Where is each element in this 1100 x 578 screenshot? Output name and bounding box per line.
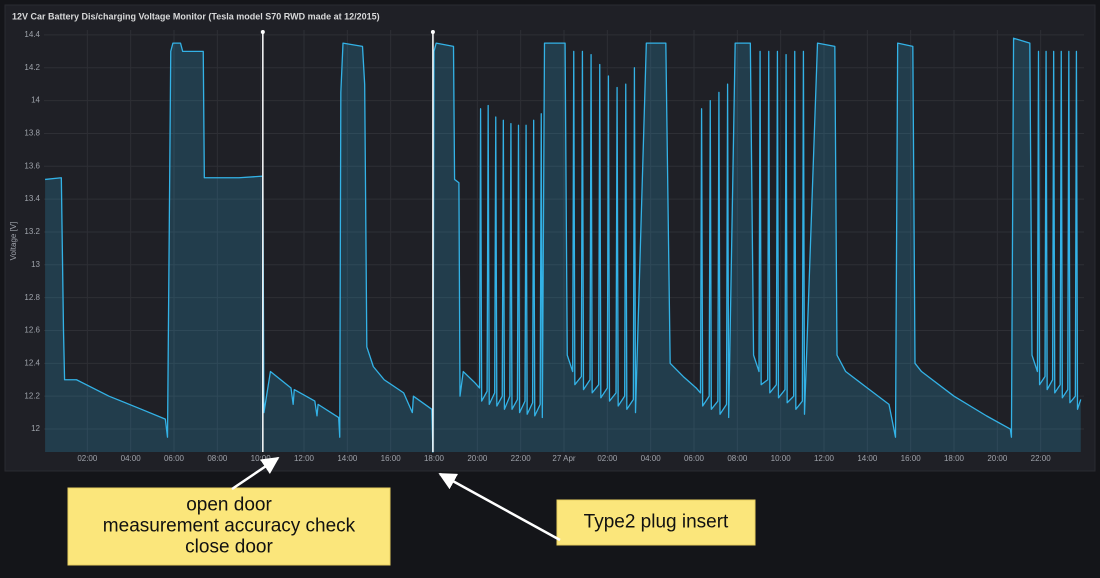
y-tick-label: 13.2: [24, 227, 40, 236]
annotation-text: Type2 plug insert: [584, 512, 729, 533]
x-tick-label: 06:00: [164, 454, 185, 463]
x-tick-label: 06:00: [684, 454, 705, 463]
x-tick-label: 12:00: [294, 454, 315, 463]
panel-title: 12V Car Battery Dis/charging Voltage Mon…: [12, 11, 380, 21]
area-fill: [45, 38, 1081, 453]
x-tick-label: 14:00: [337, 454, 358, 463]
x-tick-label: 18:00: [424, 454, 445, 463]
x-tick-label: 12:00: [814, 454, 835, 463]
x-tick-label: 04:00: [121, 454, 142, 463]
y-tick-label: 12.4: [24, 358, 40, 367]
plot: 12 12.2 12.4 12.6 12.8 13 13.2 13.4 13.6 13.8 14 14…: [24, 30, 1084, 463]
x-tick-label: 16:00: [381, 454, 402, 463]
x-tick-label: 08:00: [207, 454, 228, 463]
y-tick-label: 13.8: [24, 129, 40, 138]
y-axis-label: Voltage [V]: [9, 222, 18, 261]
x-tick-label: 22:00: [1031, 454, 1052, 463]
x-tick-label: 20:00: [467, 454, 488, 463]
x-tick-label: 27 Apr: [552, 454, 575, 463]
voltage-line: [45, 37, 1082, 453]
x-tick-label: 10:00: [771, 454, 792, 463]
annotation-marker: [430, 30, 435, 34]
y-tick-label: 14: [31, 96, 40, 105]
annotation-box: [556, 499, 756, 546]
x-tick-label: 10:00: [251, 454, 272, 463]
x-tick-label: 18:00: [944, 454, 965, 463]
annotation-arrow: [438, 472, 561, 542]
y-tick-label: 12.2: [24, 391, 40, 400]
y-tick-label: 12.8: [24, 293, 40, 302]
y-tick-label: 12.6: [24, 326, 40, 335]
x-tick-label: 16:00: [901, 454, 922, 463]
annotation-arrow: [231, 456, 280, 491]
x-tick-label: 22:00: [511, 454, 532, 463]
annotation-text: measurement accuracy check: [103, 516, 356, 537]
y-tick-label: 12: [31, 424, 40, 433]
annotation-marker: [260, 30, 265, 34]
annotation-text: open door: [186, 495, 272, 516]
x-tick-label: 14:00: [857, 454, 878, 463]
x-tick-label: 08:00: [727, 454, 748, 463]
y-tick-label: 13: [31, 260, 40, 269]
x-tick-label: 20:00: [987, 454, 1008, 463]
y-tick-label: 13.6: [24, 161, 40, 170]
x-tick-label: 02:00: [77, 454, 98, 463]
y-tick-label: 14.4: [24, 30, 40, 39]
x-tick-label: 04:00: [641, 454, 662, 463]
x-tick-label: 02:00: [597, 454, 618, 463]
y-tick-label: 13.4: [24, 194, 40, 203]
annotation-box: [67, 487, 391, 566]
annotation-text: close door: [185, 537, 273, 558]
y-tick-label: 14.2: [24, 63, 40, 72]
